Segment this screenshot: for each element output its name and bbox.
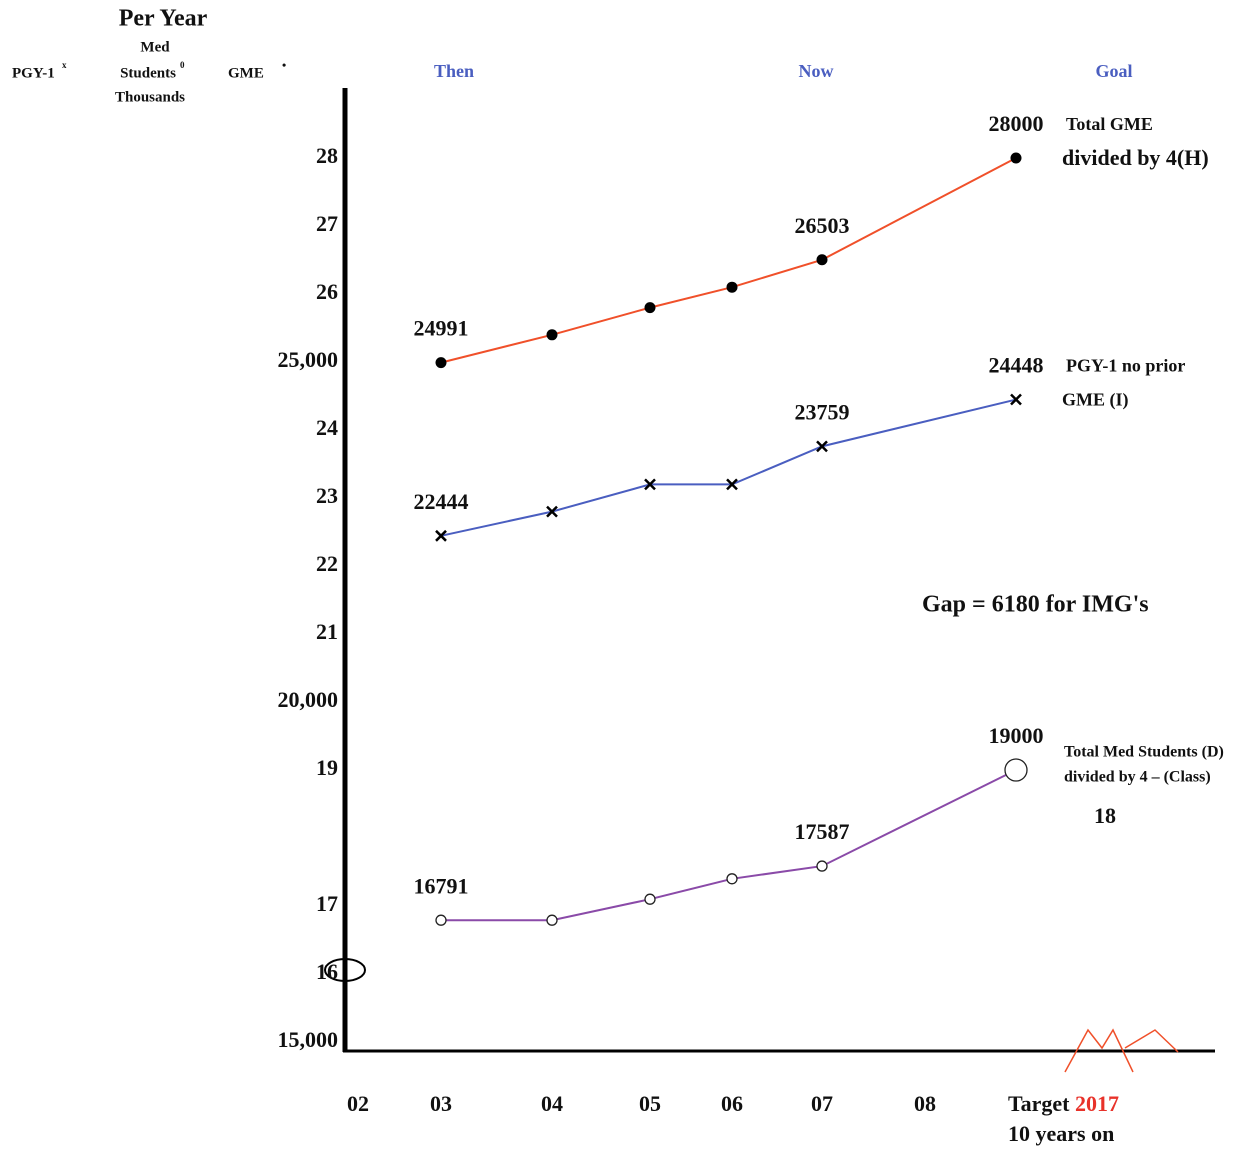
target-label: Target 2017: [1008, 1091, 1119, 1116]
header-pgy: PGY-1: [12, 65, 55, 81]
data-label: 24448: [989, 353, 1044, 378]
series-line: [440, 157, 1017, 364]
y-tick-label: 17: [316, 891, 338, 916]
point: [1010, 152, 1022, 164]
series-line: [440, 398, 1017, 537]
x-tick-label: 04: [541, 1091, 563, 1116]
data-label: 17587: [795, 819, 850, 844]
point: [435, 914, 447, 926]
data-label: 16791: [414, 873, 469, 898]
point: [816, 254, 828, 266]
point: [435, 529, 447, 542]
point: [546, 505, 558, 518]
axis-break: [1124, 1029, 1179, 1053]
header-students-mark: 0: [180, 60, 185, 70]
y-tick-label: 16: [316, 959, 338, 984]
point: [816, 860, 828, 872]
data-label: 26503: [795, 213, 850, 238]
point: [726, 873, 738, 885]
y-tick-label: 21: [316, 619, 338, 644]
series-name: Total Med Students (D): [1064, 744, 1224, 761]
series-name: Total GME: [1066, 114, 1153, 134]
point: [546, 329, 558, 341]
header-gme: GME: [228, 65, 264, 81]
gap-note: Gap = 6180 for IMG's: [922, 592, 1149, 618]
y-tick-label: 20,000: [278, 687, 339, 712]
series-line: [441, 769, 1017, 922]
column-header: Now: [799, 61, 834, 81]
header-med: Med: [140, 39, 170, 55]
data-label: 19000: [989, 723, 1044, 748]
data-label: 23759: [795, 399, 850, 424]
header-gme-mark: •: [282, 58, 286, 72]
target-text: Target: [1008, 1091, 1070, 1116]
side-note: 18: [1094, 803, 1116, 828]
point: [644, 893, 656, 905]
x-tick-label: 06: [721, 1091, 743, 1116]
point: [726, 478, 738, 491]
target-note: 10 years on: [1008, 1121, 1114, 1146]
x-tick-label: 07: [811, 1091, 833, 1116]
x-tick-label: 05: [639, 1091, 661, 1116]
y-tick-label: 19: [316, 755, 338, 780]
series-note: divided by 4(H): [1062, 145, 1209, 170]
axis-break: [1064, 1028, 1134, 1073]
header-pgy-mark: x: [62, 60, 67, 70]
series-note: divided by 4 – (Class): [1064, 769, 1211, 786]
point: [435, 357, 447, 369]
data-label: 24991: [414, 316, 469, 341]
header-thousands: Thousands: [115, 89, 185, 105]
y-tick-label: 22: [316, 551, 338, 576]
header-title: Per Year: [119, 6, 208, 32]
series-name: PGY-1 no prior: [1066, 356, 1185, 376]
y-tick-label: 24: [316, 415, 338, 440]
axis-highlight: [324, 958, 366, 982]
column-header: Goal: [1095, 61, 1132, 81]
point: [644, 478, 656, 491]
point: [1010, 393, 1022, 406]
y-tick-label: 27: [316, 211, 338, 236]
y-tick-label: 23: [316, 483, 338, 508]
x-tick-label: 08: [914, 1091, 936, 1116]
x-tick-label: 03: [430, 1091, 452, 1116]
y-tick-label: 15,000: [278, 1027, 339, 1052]
header-students: Students: [120, 65, 176, 81]
point: [816, 440, 828, 453]
x-tick-label: 02: [347, 1091, 369, 1116]
data-label: 28000: [989, 111, 1044, 136]
series-note: GME (I): [1062, 390, 1129, 411]
point: [726, 281, 738, 293]
y-tick-label: 28: [316, 143, 338, 168]
point: [644, 302, 656, 314]
column-header: Then: [434, 61, 474, 81]
y-tick-label: 25,000: [278, 347, 339, 372]
data-label: 22444: [414, 489, 469, 514]
point: [546, 914, 558, 926]
y-tick-label: 26: [316, 279, 338, 304]
point: [1004, 758, 1028, 782]
target-year: 2017: [1075, 1091, 1119, 1116]
